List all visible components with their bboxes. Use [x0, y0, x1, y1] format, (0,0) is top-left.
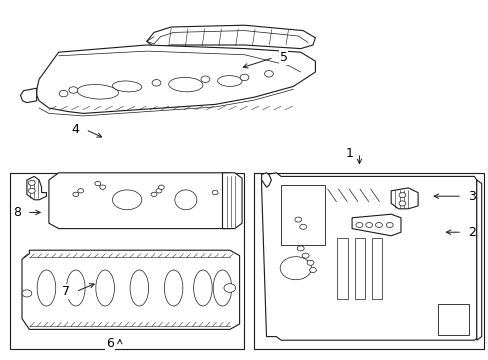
Circle shape: [398, 201, 405, 206]
Circle shape: [375, 222, 382, 228]
Ellipse shape: [164, 270, 183, 306]
Circle shape: [59, 90, 68, 97]
Ellipse shape: [217, 76, 242, 86]
Bar: [281, 185, 325, 245]
Circle shape: [309, 267, 316, 273]
Bar: [437, 304, 468, 335]
Circle shape: [297, 246, 304, 251]
Circle shape: [306, 260, 313, 265]
Text: 7: 7: [62, 285, 70, 298]
Text: 3: 3: [467, 190, 475, 203]
Polygon shape: [146, 25, 315, 49]
Polygon shape: [390, 188, 417, 209]
Ellipse shape: [175, 190, 196, 210]
Circle shape: [365, 222, 372, 228]
Text: 1: 1: [345, 147, 353, 159]
Ellipse shape: [66, 270, 85, 306]
Circle shape: [158, 185, 164, 189]
Circle shape: [78, 189, 83, 193]
Polygon shape: [49, 173, 234, 229]
Ellipse shape: [112, 81, 142, 92]
Ellipse shape: [77, 85, 118, 99]
Text: 4: 4: [72, 123, 80, 136]
Polygon shape: [20, 88, 37, 103]
Circle shape: [299, 224, 306, 229]
Circle shape: [224, 284, 235, 292]
Bar: [337, 238, 347, 299]
Polygon shape: [476, 180, 481, 340]
Circle shape: [294, 217, 301, 222]
Circle shape: [151, 192, 157, 197]
Text: 6: 6: [106, 337, 114, 350]
Circle shape: [201, 76, 209, 82]
Circle shape: [264, 71, 273, 77]
Circle shape: [22, 290, 32, 297]
Bar: [254, 173, 483, 349]
Ellipse shape: [37, 270, 56, 306]
Circle shape: [240, 74, 248, 81]
Polygon shape: [351, 214, 400, 236]
Circle shape: [152, 80, 161, 86]
Circle shape: [212, 190, 218, 195]
Text: 8: 8: [13, 206, 21, 219]
Text: 2: 2: [467, 226, 475, 239]
Ellipse shape: [112, 190, 142, 210]
Polygon shape: [222, 173, 242, 229]
Bar: [354, 238, 365, 299]
Ellipse shape: [213, 270, 231, 306]
Circle shape: [28, 188, 35, 193]
Polygon shape: [27, 176, 46, 200]
Circle shape: [28, 180, 35, 185]
Bar: [371, 238, 382, 299]
Circle shape: [100, 185, 105, 189]
Text: 5: 5: [279, 51, 287, 64]
Polygon shape: [22, 250, 239, 329]
Circle shape: [355, 222, 362, 228]
Circle shape: [280, 257, 311, 280]
Polygon shape: [261, 173, 271, 187]
Circle shape: [302, 253, 308, 258]
Ellipse shape: [96, 270, 114, 306]
Ellipse shape: [130, 270, 148, 306]
Circle shape: [156, 189, 162, 193]
Circle shape: [386, 222, 392, 228]
Circle shape: [73, 192, 79, 197]
Ellipse shape: [193, 270, 212, 306]
Circle shape: [69, 87, 78, 93]
Polygon shape: [261, 173, 476, 340]
Circle shape: [398, 193, 405, 198]
Circle shape: [95, 181, 101, 186]
Ellipse shape: [168, 77, 203, 92]
Polygon shape: [37, 45, 315, 113]
Bar: [10, 173, 244, 349]
